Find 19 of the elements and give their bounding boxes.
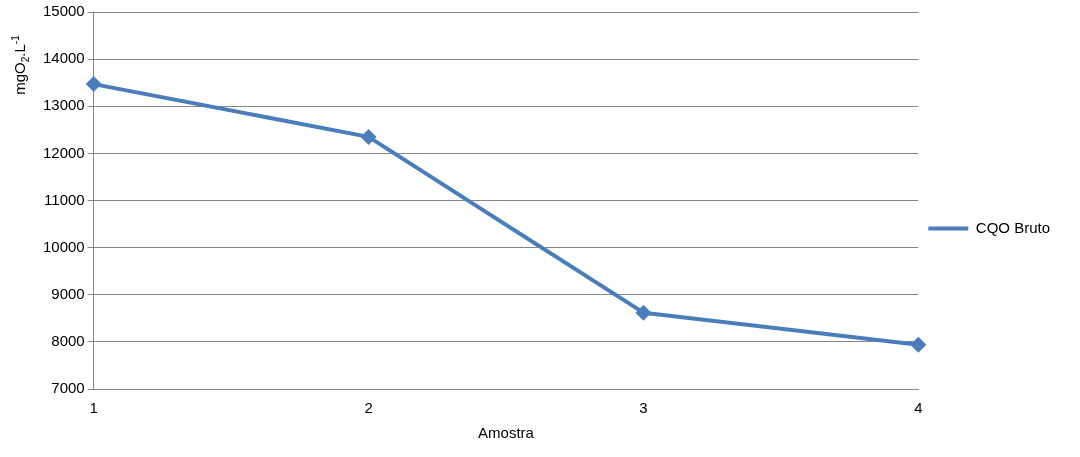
legend-label: CQO Bruto bbox=[975, 218, 1050, 236]
x-tick-label: 3 bbox=[639, 399, 648, 417]
point bbox=[360, 128, 377, 145]
point bbox=[910, 336, 927, 353]
x-tick-label: 4 bbox=[914, 399, 923, 417]
y-tick-label: 7000 bbox=[51, 379, 85, 397]
point bbox=[85, 76, 102, 93]
y-tick-label: 11000 bbox=[44, 190, 85, 208]
y-tick-label: 15000 bbox=[42, 2, 85, 20]
y-tick-label: 12000 bbox=[42, 143, 85, 161]
y-tick-label: 8000 bbox=[51, 332, 85, 350]
y-tick-label: 10000 bbox=[42, 237, 85, 255]
y-tick-label: 13000 bbox=[42, 96, 85, 114]
y-tick-label: 14000 bbox=[42, 49, 85, 67]
point bbox=[635, 304, 652, 321]
x-tick-label: 2 bbox=[364, 399, 373, 417]
y-tick-label: 9000 bbox=[51, 284, 85, 302]
x-tick-label: 1 bbox=[89, 399, 98, 417]
x-axis-title: Amostra bbox=[478, 424, 535, 442]
